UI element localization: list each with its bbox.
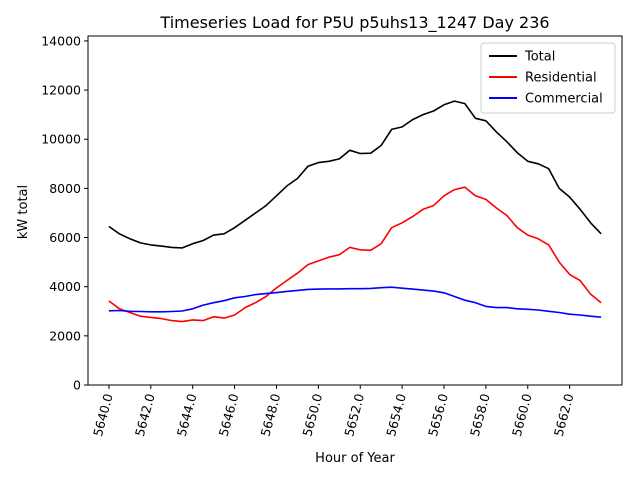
y-tick-label: 4000 xyxy=(49,279,81,294)
legend-label-total: Total xyxy=(524,50,555,65)
axes-frame xyxy=(87,35,623,386)
y-tick-label: 8000 xyxy=(49,181,81,196)
series-line-total xyxy=(108,100,602,249)
y-tick-label: 0 xyxy=(73,378,81,393)
series-line-commercial xyxy=(108,286,602,318)
legend-label-commercial: Commercial xyxy=(525,92,603,107)
y-tick-label: 14000 xyxy=(41,33,81,48)
legend: Total Residential Commercial xyxy=(480,42,616,114)
y-axis-label: kW total xyxy=(16,185,31,239)
legend-box xyxy=(480,42,616,114)
y-tick-label: 6000 xyxy=(49,230,81,245)
series-line-residential xyxy=(108,186,602,323)
legend-label-residential: Residential xyxy=(525,71,597,86)
y-tick-label: 12000 xyxy=(41,83,81,98)
x-axis-label: Hour of Year xyxy=(315,451,395,466)
chart-title: Timeseries Load for P5U p5uhs13_1247 Day… xyxy=(159,13,549,33)
y-tick-label: 10000 xyxy=(41,132,81,147)
y-tick-label: 2000 xyxy=(49,328,81,343)
